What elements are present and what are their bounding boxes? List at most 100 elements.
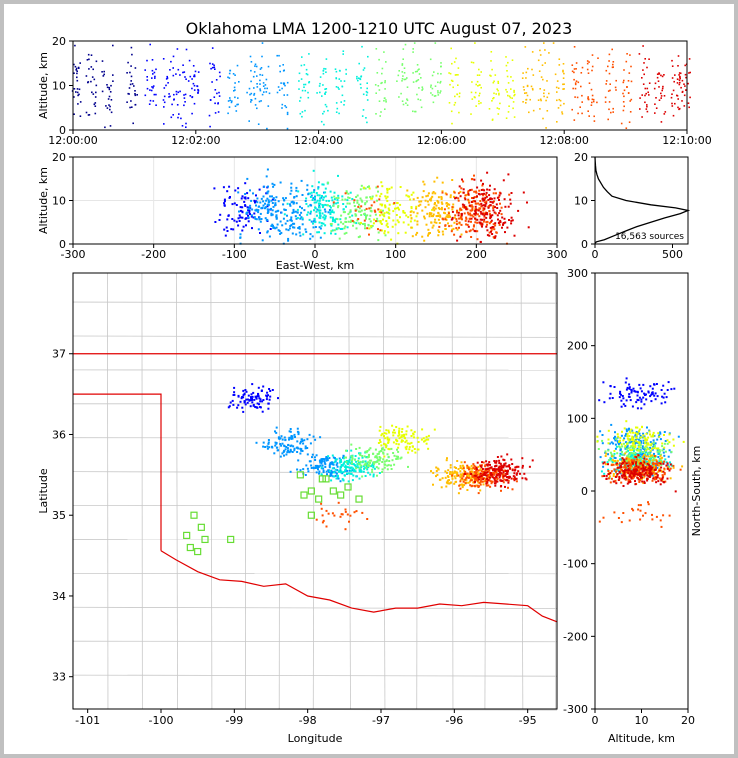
- time-height-point: [612, 61, 615, 63]
- plan-view-point: [237, 395, 240, 398]
- plan-view-point: [339, 515, 342, 518]
- time-height-point: [86, 59, 89, 61]
- east-west-point: [374, 210, 377, 213]
- east-west-point: [430, 215, 433, 218]
- east-west-point: [488, 231, 491, 234]
- plan-view-point: [357, 462, 360, 465]
- east-west-point: [255, 200, 258, 203]
- plan-view-point: [467, 481, 470, 484]
- plan-view-point: [271, 446, 274, 449]
- east-west-point: [228, 185, 231, 188]
- east-west-point: [474, 217, 477, 220]
- plan-view-point: [482, 470, 485, 473]
- time-height-point: [319, 91, 321, 94]
- time-height-point: [171, 103, 173, 106]
- north-south-point: [635, 433, 638, 436]
- east-west-point: [386, 225, 389, 228]
- plan-view-point: [352, 474, 355, 477]
- north-south-point: [612, 475, 615, 477]
- east-west-point: [284, 222, 287, 225]
- north-south-point: [629, 431, 632, 434]
- county-boundary: [72, 640, 558, 643]
- east-west-point: [315, 210, 318, 213]
- plan-view-point: [515, 480, 518, 483]
- plan-view-point: [301, 440, 304, 442]
- north-south-point: [625, 457, 628, 460]
- plan-view-point: [482, 478, 485, 481]
- east-west-point: [410, 193, 413, 196]
- time-height-point: [278, 54, 280, 57]
- east-west-point: [283, 213, 286, 216]
- plan-view-point: [449, 464, 452, 467]
- north-south-point: [620, 469, 623, 472]
- time-height-point: [254, 65, 256, 67]
- east-west-point: [254, 217, 257, 220]
- north-south-point: [623, 427, 626, 430]
- plan-view-point: [398, 431, 400, 434]
- time-height-point: [451, 122, 453, 125]
- east-west-point: [272, 185, 275, 188]
- plan-view-point: [367, 471, 370, 474]
- plan-view-point: [309, 460, 312, 463]
- time-height-point: [671, 102, 673, 105]
- time-height-point: [679, 72, 682, 75]
- east-west-point: [395, 207, 398, 210]
- plan-view-point: [485, 460, 488, 463]
- east-west-point: [292, 208, 295, 211]
- east-west-point: [332, 218, 334, 221]
- time-height-point: [615, 79, 617, 82]
- north-south-point: [617, 466, 619, 469]
- north-south-point: [607, 468, 610, 471]
- east-west-point: [318, 204, 321, 207]
- plan-view-point: [397, 446, 400, 449]
- north-south-xlabel: Altitude, km: [608, 732, 675, 745]
- north-south-point: [630, 454, 633, 457]
- north-south-point: [627, 478, 630, 481]
- north-south-point: [662, 514, 665, 517]
- east-west-point: [247, 197, 250, 200]
- plan-view-point: [334, 459, 337, 461]
- east-west-point: [231, 218, 234, 220]
- plan-view-point: [256, 402, 259, 405]
- north-south-point: [640, 400, 643, 403]
- time-height-point: [268, 92, 271, 95]
- plan-view-point: [386, 464, 389, 467]
- east-west-point: [295, 189, 298, 192]
- time-height-point: [75, 69, 77, 71]
- north-south-point: [610, 470, 613, 473]
- plan-view-point: [331, 461, 333, 464]
- north-south-point: [655, 476, 658, 479]
- east-west-point: [223, 228, 226, 231]
- plan-view-point: [502, 466, 504, 468]
- time-height-point: [325, 91, 327, 93]
- east-west-point: [360, 205, 363, 208]
- plan-view-point: [478, 481, 481, 484]
- north-south-point: [628, 439, 631, 442]
- north-south-point: [642, 514, 644, 517]
- plan-view-point: [513, 476, 516, 479]
- north-south-point: [657, 480, 660, 483]
- plan-view-point: [325, 525, 328, 528]
- east-west-point: [387, 231, 390, 234]
- time-height-point: [305, 68, 308, 71]
- time-height-point: [608, 53, 611, 56]
- time-height-point: [338, 78, 341, 80]
- north-south-point: [655, 463, 658, 465]
- time-height-point: [674, 74, 676, 76]
- plan-view-point: [495, 464, 498, 467]
- north-south-point: [630, 477, 633, 480]
- north-south-point: [643, 457, 646, 460]
- plan-view-point: [341, 472, 344, 475]
- north-south-point: [656, 476, 659, 479]
- east-west-point: [503, 217, 506, 220]
- plan-view-point: [472, 481, 475, 484]
- time-height-point: [663, 74, 665, 76]
- east-west-point: [362, 223, 364, 225]
- east-west-point: [427, 192, 430, 195]
- north-south-point: [668, 433, 671, 436]
- plan-view-point: [365, 456, 368, 459]
- north-south-point: [637, 441, 640, 444]
- plan-view-point: [481, 461, 483, 464]
- north-south-point: [619, 390, 622, 393]
- east-west-point: [359, 188, 362, 191]
